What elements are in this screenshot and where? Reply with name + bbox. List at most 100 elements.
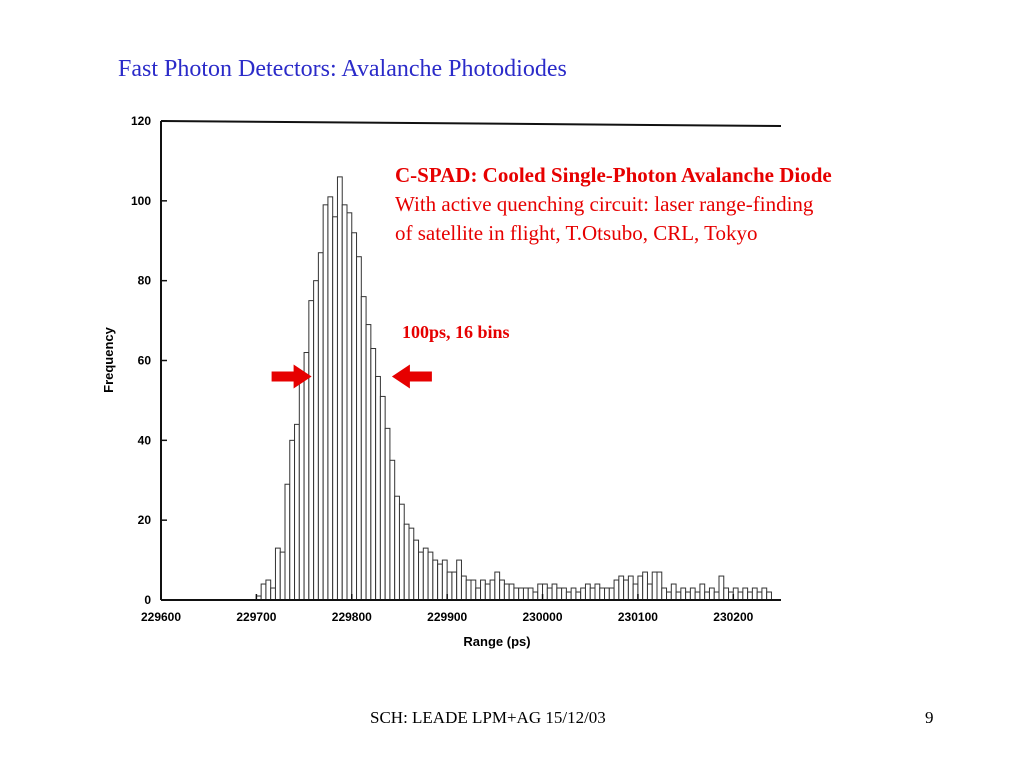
histogram-bar	[336, 176, 343, 601]
histogram-bar	[427, 551, 434, 601]
top-frame-line	[160, 120, 782, 127]
histogram-bar	[580, 587, 586, 601]
histogram-bar	[356, 256, 362, 601]
histogram-bar	[747, 591, 753, 601]
x-tick-label: 230000	[522, 610, 562, 624]
histogram-bar	[503, 583, 510, 601]
detector-annotation: C-SPAD: Cooled Single-Photon Avalanche D…	[395, 161, 832, 248]
histogram-bar	[527, 587, 534, 601]
histogram-bar	[589, 587, 596, 601]
histogram-bar	[265, 579, 272, 601]
x-tick-label: 229800	[332, 610, 372, 624]
histogram-bar	[289, 439, 296, 601]
histogram-bar	[737, 591, 744, 601]
histogram-bar	[651, 571, 658, 601]
page-number: 9	[925, 708, 934, 727]
histogram-bar	[604, 587, 610, 601]
x-tick-label: 230200	[713, 610, 753, 624]
histogram-bar	[584, 583, 591, 601]
histogram-bar	[522, 587, 529, 601]
fwhm-markers	[271, 364, 432, 389]
annotation-line-1: With active quenching circuit: laser ran…	[395, 192, 814, 216]
histogram-bar	[322, 204, 329, 601]
histogram-bar	[260, 583, 267, 601]
histogram-bar	[532, 591, 539, 601]
histogram-bar	[370, 348, 377, 601]
histogram-bar	[713, 591, 720, 601]
histogram-bar	[594, 583, 601, 601]
histogram-bar	[394, 495, 400, 601]
histogram-bar	[751, 587, 758, 601]
histogram-bar	[284, 483, 291, 601]
histogram-bar	[661, 587, 668, 601]
histogram-bar	[480, 579, 486, 601]
histogram-bar	[694, 591, 701, 601]
histogram-bar	[718, 575, 725, 601]
histogram-bar	[642, 571, 648, 601]
histogram-bar	[489, 579, 496, 601]
histogram-bar	[680, 587, 687, 601]
histogram-bar	[398, 503, 405, 601]
histogram-bar	[599, 587, 606, 601]
histogram-bar	[623, 579, 629, 601]
histogram-bar	[456, 559, 462, 601]
histogram-bar	[346, 212, 353, 601]
histogram-bar	[470, 579, 477, 601]
histogram-bar	[389, 459, 396, 601]
histogram-bar	[408, 527, 415, 601]
x-tick-label: 229600	[141, 610, 181, 624]
y-tick-label: 80	[138, 274, 152, 288]
histogram-bar	[670, 583, 677, 601]
histogram-bar	[646, 583, 653, 601]
histogram-bar	[308, 300, 315, 601]
histogram-bar	[294, 423, 300, 601]
histogram-bar	[499, 579, 505, 601]
y-tick-label: 40	[138, 433, 152, 447]
annotation-line-2: of satellite in flight, T.Otsubo, CRL, T…	[395, 221, 758, 245]
arrow-left-icon	[391, 364, 432, 389]
histogram-bar	[317, 252, 324, 601]
histogram-bar	[327, 196, 334, 601]
histogram-bar	[413, 539, 420, 601]
histogram-bar	[341, 204, 348, 601]
histogram-bar	[508, 583, 515, 601]
y-axis-label: Frequency	[101, 326, 116, 393]
histogram-bar	[551, 583, 558, 601]
histogram-bar	[699, 583, 706, 601]
histogram-bar	[685, 591, 691, 601]
histogram-bar	[618, 575, 625, 601]
histogram-bar	[375, 375, 381, 601]
histogram-bar	[575, 591, 582, 601]
histogram-bar	[561, 587, 567, 601]
histogram-bar	[513, 587, 520, 601]
histogram-bar	[761, 587, 768, 601]
histogram-bar	[298, 375, 305, 601]
histogram-bar	[627, 575, 634, 601]
histogram-bar	[460, 575, 467, 601]
histogram-bar	[422, 547, 429, 601]
histogram-bar	[484, 583, 491, 601]
y-ticks: 0 20 40 60 80 100 120	[131, 114, 167, 607]
histogram-bar	[360, 296, 367, 601]
bins-label: 100ps, 16 bins	[402, 322, 510, 342]
histogram-bar	[451, 571, 458, 601]
x-tick-label: 230100	[618, 610, 658, 624]
x-tick-label: 229900	[427, 610, 467, 624]
histogram-bar	[608, 587, 615, 601]
histogram-bar	[313, 280, 319, 601]
y-tick-label: 100	[131, 194, 151, 208]
histogram-bar	[465, 579, 472, 601]
histogram-bar	[613, 579, 620, 601]
histogram-bar	[432, 559, 439, 601]
histogram-bar	[518, 587, 524, 601]
histogram-bar	[570, 587, 577, 601]
histogram-bar	[689, 587, 696, 601]
histogram-bar	[379, 395, 386, 601]
histogram-bar	[742, 587, 749, 601]
slide-title: Fast Photon Detectors: Avalanche Photodi…	[118, 56, 567, 82]
y-tick-label: 60	[138, 354, 152, 368]
histogram-bar	[756, 591, 763, 601]
y-tick-label: 20	[138, 513, 152, 527]
histogram-bar	[704, 591, 710, 601]
histogram-bar	[766, 591, 772, 601]
